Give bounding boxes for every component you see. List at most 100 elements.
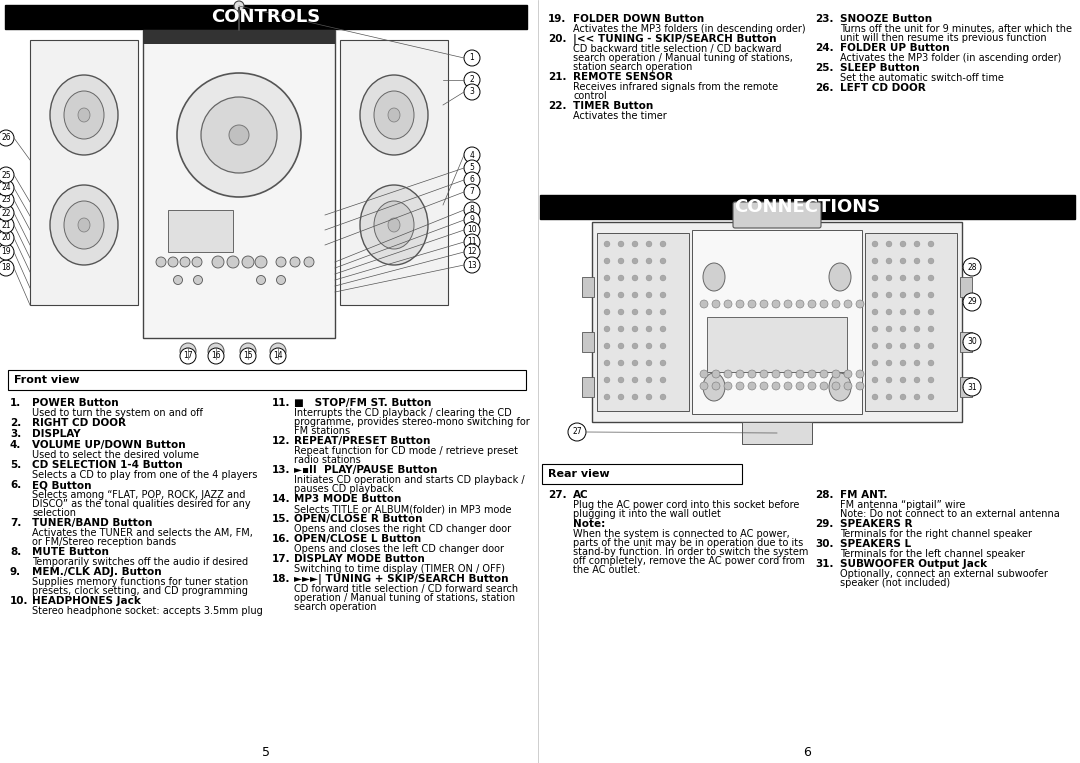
Circle shape — [0, 192, 14, 208]
Circle shape — [914, 326, 920, 332]
Circle shape — [632, 275, 638, 281]
Text: Terminals for the left channel speaker: Terminals for the left channel speaker — [840, 549, 1025, 559]
Text: presets, clock setting, and CD programming: presets, clock setting, and CD programmi… — [32, 586, 248, 596]
Text: HEADPHONES Jack: HEADPHONES Jack — [32, 596, 140, 606]
Circle shape — [832, 370, 840, 378]
Circle shape — [604, 309, 610, 315]
Circle shape — [464, 172, 480, 188]
Circle shape — [201, 97, 276, 173]
Circle shape — [886, 343, 892, 349]
Circle shape — [276, 275, 285, 285]
Circle shape — [796, 382, 804, 390]
Circle shape — [604, 326, 610, 332]
Ellipse shape — [388, 218, 400, 232]
Text: TIMER Button: TIMER Button — [573, 101, 653, 111]
Text: stand-by function. In order to switch the system: stand-by function. In order to switch th… — [573, 547, 808, 557]
Circle shape — [660, 360, 666, 366]
Text: 20: 20 — [1, 233, 11, 243]
Circle shape — [0, 217, 14, 233]
Text: 6.: 6. — [10, 480, 22, 490]
Circle shape — [872, 309, 878, 315]
Circle shape — [464, 72, 480, 88]
Text: REMOTE SENSOR: REMOTE SENSOR — [573, 72, 673, 82]
Text: 18.: 18. — [272, 574, 291, 584]
Circle shape — [724, 300, 732, 308]
Circle shape — [0, 230, 14, 246]
Text: 26: 26 — [1, 134, 11, 143]
FancyBboxPatch shape — [143, 30, 335, 44]
Circle shape — [604, 377, 610, 383]
Ellipse shape — [360, 185, 428, 265]
Text: CD forward title selection / CD forward search: CD forward title selection / CD forward … — [294, 584, 518, 594]
Circle shape — [464, 184, 480, 200]
Text: CONNECTIONS: CONNECTIONS — [734, 198, 880, 216]
Circle shape — [0, 244, 14, 260]
Circle shape — [808, 370, 816, 378]
Circle shape — [276, 257, 286, 267]
Text: Opens and closes the left CD changer door: Opens and closes the left CD changer doo… — [294, 544, 504, 554]
Circle shape — [618, 258, 624, 264]
Circle shape — [464, 147, 480, 163]
Circle shape — [464, 84, 480, 100]
Text: Temporarily switches off the audio if desired: Temporarily switches off the audio if de… — [32, 557, 248, 567]
Circle shape — [255, 256, 267, 268]
Circle shape — [604, 241, 610, 247]
Circle shape — [872, 241, 878, 247]
FancyBboxPatch shape — [143, 30, 335, 338]
Text: Terminals for the right channel speaker: Terminals for the right channel speaker — [840, 529, 1032, 539]
Circle shape — [914, 360, 920, 366]
Text: ■   STOP/FM ST. Button: ■ STOP/FM ST. Button — [294, 398, 431, 408]
Text: selection: selection — [32, 508, 76, 518]
Circle shape — [168, 257, 178, 267]
Text: 28.: 28. — [815, 490, 834, 500]
Circle shape — [872, 360, 878, 366]
Bar — [960, 277, 972, 297]
Circle shape — [257, 275, 266, 285]
Circle shape — [180, 257, 190, 267]
FancyBboxPatch shape — [30, 40, 138, 305]
Circle shape — [174, 275, 183, 285]
Text: 13.: 13. — [272, 465, 291, 475]
FancyBboxPatch shape — [733, 202, 821, 228]
Text: Selects TITLE or ALBUM(folder) in MP3 mode: Selects TITLE or ALBUM(folder) in MP3 mo… — [294, 504, 512, 514]
Text: 29: 29 — [968, 298, 976, 307]
Bar — [582, 332, 594, 352]
Circle shape — [843, 300, 852, 308]
Circle shape — [914, 394, 920, 400]
Text: 17: 17 — [184, 352, 193, 360]
Text: Note: Do not connect to an external antenna: Note: Do not connect to an external ante… — [840, 509, 1059, 519]
Text: EQ Button: EQ Button — [32, 480, 92, 490]
Circle shape — [914, 275, 920, 281]
Circle shape — [872, 377, 878, 383]
Text: or FM/Stereo reception bands: or FM/Stereo reception bands — [32, 537, 176, 547]
Circle shape — [632, 394, 638, 400]
Circle shape — [914, 292, 920, 298]
Circle shape — [646, 377, 652, 383]
Text: pauses CD playback: pauses CD playback — [294, 484, 393, 494]
Circle shape — [632, 343, 638, 349]
Text: the AC outlet.: the AC outlet. — [573, 565, 640, 575]
Ellipse shape — [703, 263, 725, 291]
Circle shape — [604, 258, 610, 264]
Text: OPEN/CLOSE R Button: OPEN/CLOSE R Button — [294, 514, 422, 524]
Circle shape — [632, 360, 638, 366]
Circle shape — [700, 370, 708, 378]
Text: 9.: 9. — [10, 567, 22, 577]
Text: 6: 6 — [804, 745, 811, 758]
Text: ►▪II  PLAY/PAUSE Button: ►▪II PLAY/PAUSE Button — [294, 465, 437, 475]
Circle shape — [632, 377, 638, 383]
Text: SPEAKERS L: SPEAKERS L — [840, 539, 912, 549]
Bar — [960, 377, 972, 397]
Text: 12.: 12. — [272, 436, 291, 446]
Circle shape — [886, 377, 892, 383]
Text: 15: 15 — [243, 352, 253, 360]
Circle shape — [963, 293, 981, 311]
Circle shape — [242, 256, 254, 268]
Text: search operation: search operation — [294, 602, 377, 612]
Text: off completely, remove the AC power cord from: off completely, remove the AC power cord… — [573, 556, 805, 566]
Ellipse shape — [78, 108, 90, 122]
Circle shape — [632, 258, 638, 264]
Text: POWER Button: POWER Button — [32, 398, 119, 408]
Text: 3: 3 — [470, 88, 474, 96]
Text: 7: 7 — [470, 188, 474, 197]
